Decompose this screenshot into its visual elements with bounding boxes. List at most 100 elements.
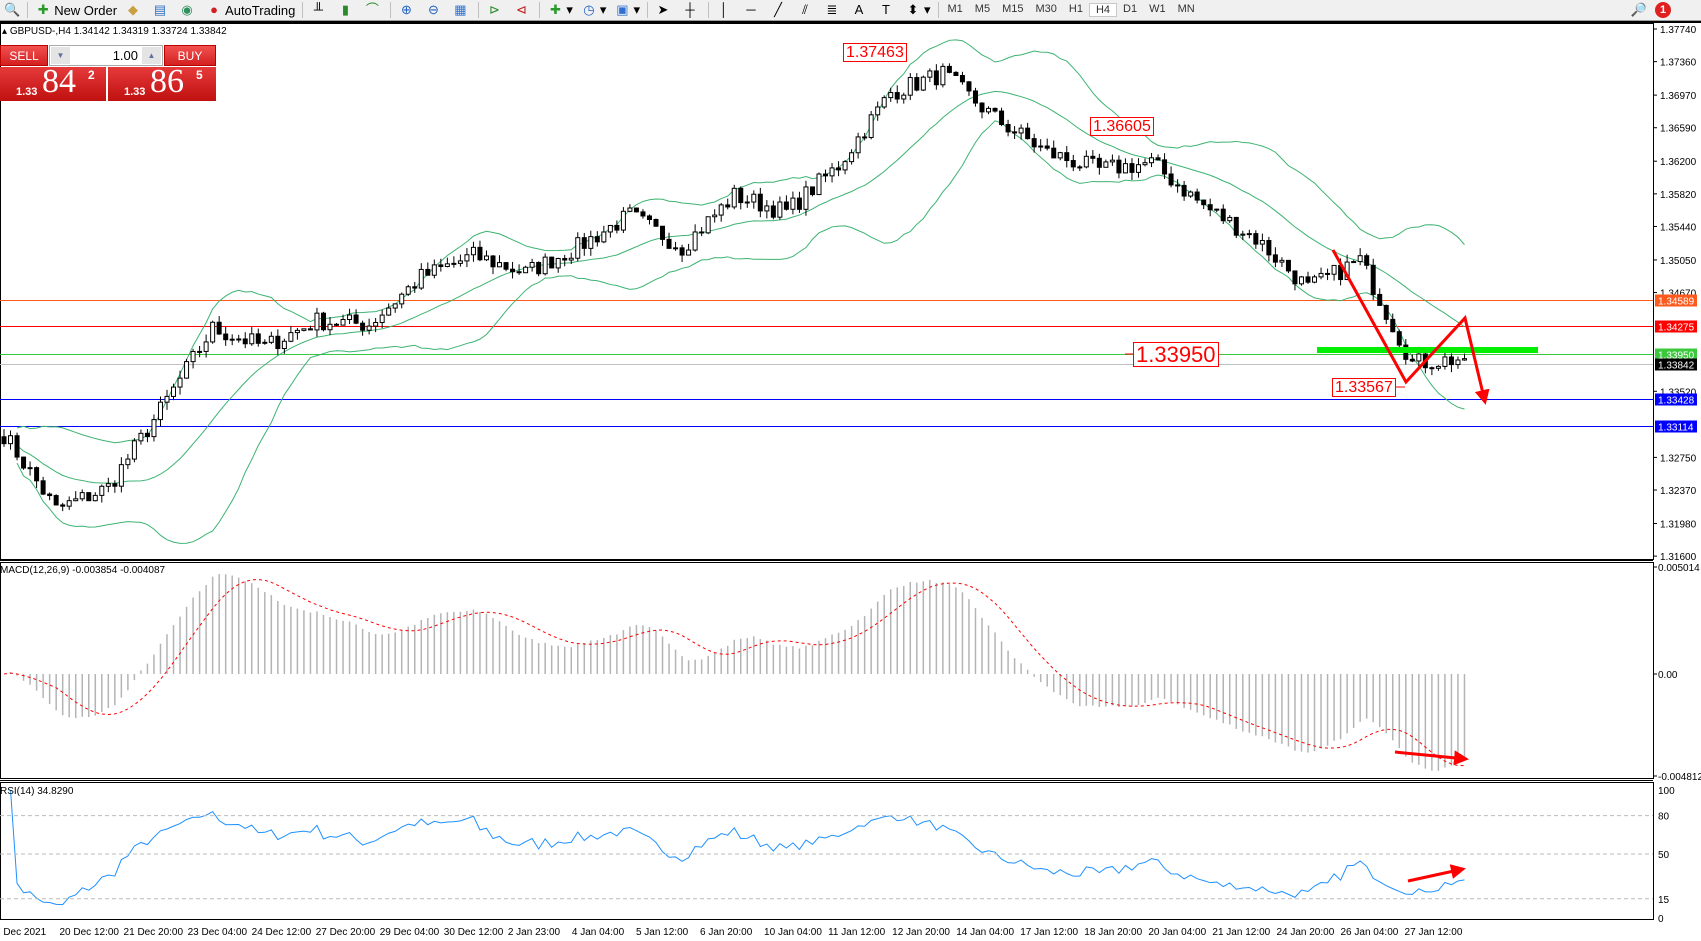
volume-up-icon[interactable]: ▲ <box>142 47 161 64</box>
price-line-label: 1.33114 <box>1658 423 1694 434</box>
crosshair-tool[interactable]: ┼ <box>678 1 705 19</box>
bear-candle <box>1305 276 1311 283</box>
signals-button[interactable]: ◉ <box>175 1 202 19</box>
bull-candle <box>418 268 424 289</box>
sell-price[interactable]: 1.33 84 2 <box>0 63 106 101</box>
chart-shift-button[interactable]: ⊲ <box>509 1 536 19</box>
text-tool[interactable]: A <box>847 1 874 19</box>
toolbar-separator <box>302 2 304 18</box>
bar-chart-button[interactable]: ╨ <box>306 1 333 19</box>
bull-candle <box>529 261 535 268</box>
collapse-triangle-icon[interactable]: ▴ <box>2 26 10 37</box>
trendline-tool[interactable]: ╱ <box>766 1 793 19</box>
bear-candle <box>1364 255 1370 266</box>
horizontal-line-tool[interactable]: ─ <box>739 1 766 19</box>
indicators-button[interactable]: ✚ ▾ <box>543 1 577 19</box>
fibonacci-tool[interactable]: ≣ <box>820 1 847 19</box>
main-chart-frame <box>0 23 1654 560</box>
cursor-tool[interactable]: ➤ <box>651 1 678 19</box>
rsi-arrow[interactable] <box>1407 864 1466 883</box>
timeframe-d1[interactable]: D1 <box>1123 3 1138 15</box>
templates-button[interactable]: ▣ ▾ <box>616 2 640 17</box>
bull-candle <box>1240 233 1246 236</box>
tile-windows-button[interactable]: ▦ <box>448 1 475 19</box>
buy-price[interactable]: 1.33 86 5 <box>108 63 216 101</box>
toolbar-separator <box>390 2 392 18</box>
bull-candle <box>523 266 529 274</box>
timeframe-w1[interactable]: W1 <box>1149 3 1166 15</box>
market-watch-button[interactable]: ▤ <box>148 1 175 19</box>
macd-signal-line <box>3 578 1465 767</box>
bull-candle <box>294 329 300 334</box>
bear-candle <box>1409 358 1415 362</box>
macd-arrow[interactable] <box>1394 750 1469 766</box>
periods-button[interactable]: ◷ ▾ <box>577 1 611 19</box>
price-tick-label: 1.36970 <box>1660 91 1697 102</box>
timeframe-m5[interactable]: M5 <box>974 3 991 15</box>
bear-candle <box>1448 356 1454 366</box>
label-tool[interactable]: T <box>874 1 901 19</box>
bull-candle <box>1149 157 1155 164</box>
toolbar-separator <box>478 2 480 18</box>
timeframe-mn[interactable]: MN <box>1177 3 1195 15</box>
bear-candle <box>633 207 639 213</box>
sell-button[interactable]: SELL <box>0 45 48 66</box>
new-order-button[interactable]: ✚ New Order <box>31 1 121 19</box>
autoscroll-button[interactable]: ⊳ <box>482 1 509 19</box>
arrows-icon: ⬍ <box>907 2 919 17</box>
volume-input[interactable]: 1.00 <box>112 48 138 63</box>
bull-candle <box>1351 261 1357 264</box>
timeframe-m15[interactable]: M15 <box>1002 3 1024 15</box>
bull-candle <box>347 314 353 321</box>
buy-button[interactable]: BUY <box>164 45 216 66</box>
search-icon[interactable]: 🔍 <box>4 2 21 17</box>
bull-candle <box>1135 164 1141 173</box>
bull-candle <box>470 246 476 256</box>
price-line-label-bg <box>1655 358 1697 371</box>
autotrading-button[interactable]: ● AutoTrading <box>202 1 299 19</box>
bull-candle <box>764 205 770 212</box>
channel-tool[interactable]: ⫽ <box>793 1 820 19</box>
timeframe-h1[interactable]: H1 <box>1068 3 1083 15</box>
bull-candle <box>79 492 85 500</box>
bull-candle <box>588 236 594 249</box>
time-tick-label: 5 Jan 12:00 <box>636 927 689 938</box>
bear-candle <box>1162 159 1168 175</box>
bear-candle <box>1168 173 1174 186</box>
metaeditor-button[interactable]: ◆ <box>121 1 148 19</box>
timeframe-h4[interactable]: H4 <box>1088 3 1118 17</box>
macd-tick-label: 0.005014 <box>1658 563 1700 574</box>
price-path-arrow[interactable] <box>1331 249 1490 405</box>
price-label-level[interactable]: 1.33950 <box>1133 342 1219 367</box>
price-label-lower-high[interactable]: 1.36605 <box>1090 117 1154 136</box>
line-chart-button[interactable]: ⌒ <box>360 1 387 19</box>
bull-candle <box>875 106 881 116</box>
candlestick-button[interactable]: ▮ <box>333 1 360 19</box>
support-zone[interactable] <box>1317 347 1538 353</box>
bull-candle <box>842 161 848 171</box>
volume-stepper[interactable]: ▼ 1.00 ▲ <box>49 45 163 66</box>
price-label-high[interactable]: 1.37463 <box>843 43 907 62</box>
notification-badge[interactable]: 1 <box>1655 2 1671 18</box>
bear-candle <box>536 261 542 275</box>
bear-candle <box>1051 147 1057 159</box>
bear-candle <box>1377 293 1383 306</box>
zoom-in-button[interactable]: ⊕ <box>394 1 421 19</box>
vertical-line-tool[interactable]: │ <box>712 1 739 19</box>
candlestick-icon: ▮ <box>341 2 349 17</box>
arrows-tool[interactable]: ⬍ ▾ <box>901 1 935 19</box>
volume-down-icon[interactable]: ▼ <box>51 47 70 64</box>
search-icon[interactable]: 🔎 <box>1630 2 1647 17</box>
timeframe-m30[interactable]: M30 <box>1035 3 1057 15</box>
price-label-low[interactable]: 1.33567 <box>1332 378 1396 397</box>
bull-candle <box>27 467 33 470</box>
bull-candle <box>1435 365 1441 369</box>
rsi-tick-label: 15 <box>1658 895 1670 906</box>
zoom-out-button[interactable]: ⊖ <box>421 1 448 19</box>
bull-candle <box>125 458 131 466</box>
timeframe-m1[interactable]: M1 <box>947 3 963 15</box>
bear-candle <box>503 262 509 270</box>
time-tick-label: 12 Jan 20:00 <box>892 927 950 938</box>
bull-candle <box>803 186 809 210</box>
